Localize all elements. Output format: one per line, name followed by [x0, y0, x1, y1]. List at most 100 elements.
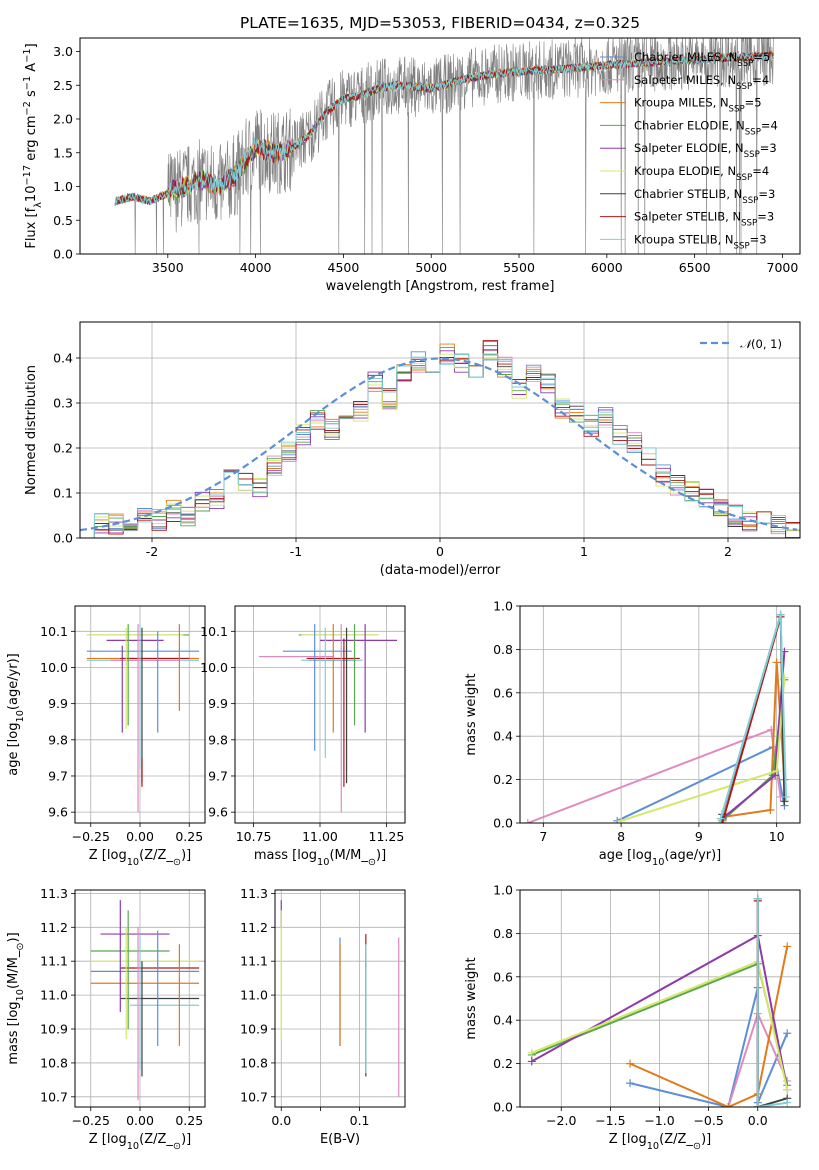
x-tick-label: −1.5: [595, 1113, 625, 1128]
x-tick-label: 7: [539, 829, 547, 844]
x-tick-label: 1: [580, 544, 588, 559]
y-tick-label: 1.0: [493, 599, 513, 614]
plot-area-mass-vs-Z: [90, 900, 200, 1101]
y-tick-label: 0.4: [493, 729, 513, 744]
weight-marker: [527, 1057, 536, 1066]
weight-line: [756, 898, 788, 1107]
legend-entry: Chabrier ELODIE, NSSP=4: [634, 118, 778, 137]
x-tick-label: 11.00: [302, 829, 338, 844]
x-tick-label: -1: [290, 544, 302, 559]
weight-marker: [783, 1085, 792, 1094]
axes-frame: [519, 889, 801, 1108]
axes-frame: [234, 605, 406, 824]
x-tick-label: 9: [695, 829, 703, 844]
weight-marker: [772, 766, 781, 775]
x-tick-label: 8: [617, 829, 625, 844]
spectrum-title: PLATE=1635, MJD=53053, FIBERID=0434, z=0…: [240, 14, 640, 32]
weight-marker: [716, 814, 725, 823]
x-tick-label: −0.5: [693, 1113, 723, 1128]
y-tick-label: 11.1: [40, 954, 68, 969]
y-tick-label: 1.0: [493, 883, 513, 898]
y-tick-label: 10.0: [200, 660, 228, 675]
y-tick-label: 0.3: [53, 396, 73, 411]
weight-marker: [783, 1098, 792, 1107]
x-tick-label: 3500: [152, 260, 184, 275]
weight-marker: [772, 658, 781, 667]
x-tick-label: 0.1: [350, 1113, 370, 1128]
weight-marker: [782, 792, 790, 801]
y-tick-label: 1.0: [53, 179, 73, 194]
panel-mass-vs-Z: −0.25 0.00 0.25 10.7 10.8 10.9 11.0 11.1 11.2 11.…: [6, 886, 206, 1152]
y-tick-label: 10.1: [40, 624, 68, 639]
y-tick-label: 2.5: [53, 78, 73, 93]
x-tick-label: 10: [769, 829, 785, 844]
weight-marker: [724, 1103, 733, 1107]
y-tick-label: 0.0: [53, 531, 73, 546]
x-tick-label: 0: [436, 544, 444, 559]
weight-marker: [626, 1059, 635, 1068]
x-tick-label: 0.0: [748, 1113, 768, 1128]
y-tick-label: 11.0: [240, 988, 268, 1003]
x-axis-label: (data-model)/error: [380, 563, 501, 578]
weight-marker: [780, 797, 789, 806]
legend-entry: 𝒩(0, 1): [740, 337, 782, 351]
x-tick-label: 5500: [503, 260, 535, 275]
normal-curve: [80, 357, 798, 532]
y-tick-label: 10.1: [200, 624, 228, 639]
legend-entry: Kroupa ELODIE, NSSP=4: [634, 164, 769, 183]
y-tick-label: 10.9: [40, 1022, 68, 1037]
axes-frame: [274, 889, 406, 1108]
y-tick-label: 11.3: [240, 886, 268, 901]
x-axis-label: Z [log10(Z/Z_⊙)]: [89, 848, 191, 868]
weight-marker: [527, 1048, 536, 1057]
x-axis-label: wavelength [Angstrom, rest frame]: [326, 279, 555, 294]
y-tick-label: 0.0: [493, 816, 513, 831]
y-tick-label: 11.2: [40, 920, 68, 935]
y-tick-label: 1.5: [53, 145, 73, 160]
x-tick-label: 4000: [240, 260, 272, 275]
y-tick-label: 0.4: [53, 351, 73, 366]
x-tick-label: −2.0: [546, 1113, 576, 1128]
y-tick-label: 10.9: [240, 1022, 268, 1037]
y-tick-label: 11.1: [240, 954, 268, 969]
axes-frame: [79, 321, 801, 539]
y-tick-label: 0.8: [493, 642, 513, 657]
y-tick-label: 9.7: [48, 768, 68, 783]
weight-marker: [718, 819, 727, 823]
x-tick-label: 5000: [415, 260, 447, 275]
y-tick-label: 9.6: [48, 805, 68, 820]
x-axis-label: E(B-V): [320, 1132, 360, 1147]
x-tick-label: 2: [724, 544, 732, 559]
y-tick-label: 9.7: [208, 768, 228, 783]
x-tick-label: 6500: [679, 260, 711, 275]
y-tick-label: 9.8: [48, 732, 68, 747]
x-tick-label: 10.75: [236, 829, 272, 844]
panel-weight-vs-age: 7 8 9 10 0.0 0.2 0.4 0.6 0.8 1.0 age [log10(age/yr…: [464, 599, 801, 868]
legend-entry: Kroupa MILES, NSSP=5: [634, 96, 762, 115]
panel-spectrum: 3500 4000 4500 5000 5500 6000 6500 7000 0.0 0.5 1.…: [22, 37, 801, 294]
plot-area-age-vs-mass: [258, 624, 398, 813]
x-tick-label: -2: [146, 544, 158, 559]
x-tick-label: 0.25: [175, 1113, 203, 1128]
legend-entry: Chabrier STELIB, NSSP=3: [634, 187, 775, 206]
weight-marker: [783, 1029, 792, 1038]
y-tick-label: 11.0: [40, 988, 68, 1003]
x-tick-label: 0.25: [175, 829, 203, 844]
panel-mass-vs-EBV: 0.0 0.1 10.7 10.8 10.9 11.0 11.1 11.2 11.3 E(B-V): [240, 886, 406, 1147]
legend-entry: Salpeter ELODIE, NSSP=3: [634, 141, 777, 160]
spectrum-model-line: [114, 52, 774, 206]
legend-entry: Kroupa STELIB, NSSP=3: [634, 232, 767, 251]
plot-area-weight-vs-age: [523, 610, 790, 823]
y-tick-label: 0.8: [493, 926, 513, 941]
y-tick-label: 0.6: [493, 969, 513, 984]
x-tick-label: −0.25: [72, 829, 110, 844]
weight-marker: [771, 771, 780, 780]
plot-area-age-vs-Z: [86, 624, 200, 813]
panel-residuals: -2 -1 0 1 2 0.0 0.1 0.2 0.3 0.4 (data-model)/error…: [24, 321, 801, 578]
y-tick-label: 10.8: [40, 1055, 68, 1070]
y-axis-label: mass weight: [464, 673, 479, 755]
weight-marker: [776, 610, 785, 619]
y-tick-label: 9.9: [48, 696, 68, 711]
plot-area-mass-vs-EBV: [280, 900, 400, 1097]
